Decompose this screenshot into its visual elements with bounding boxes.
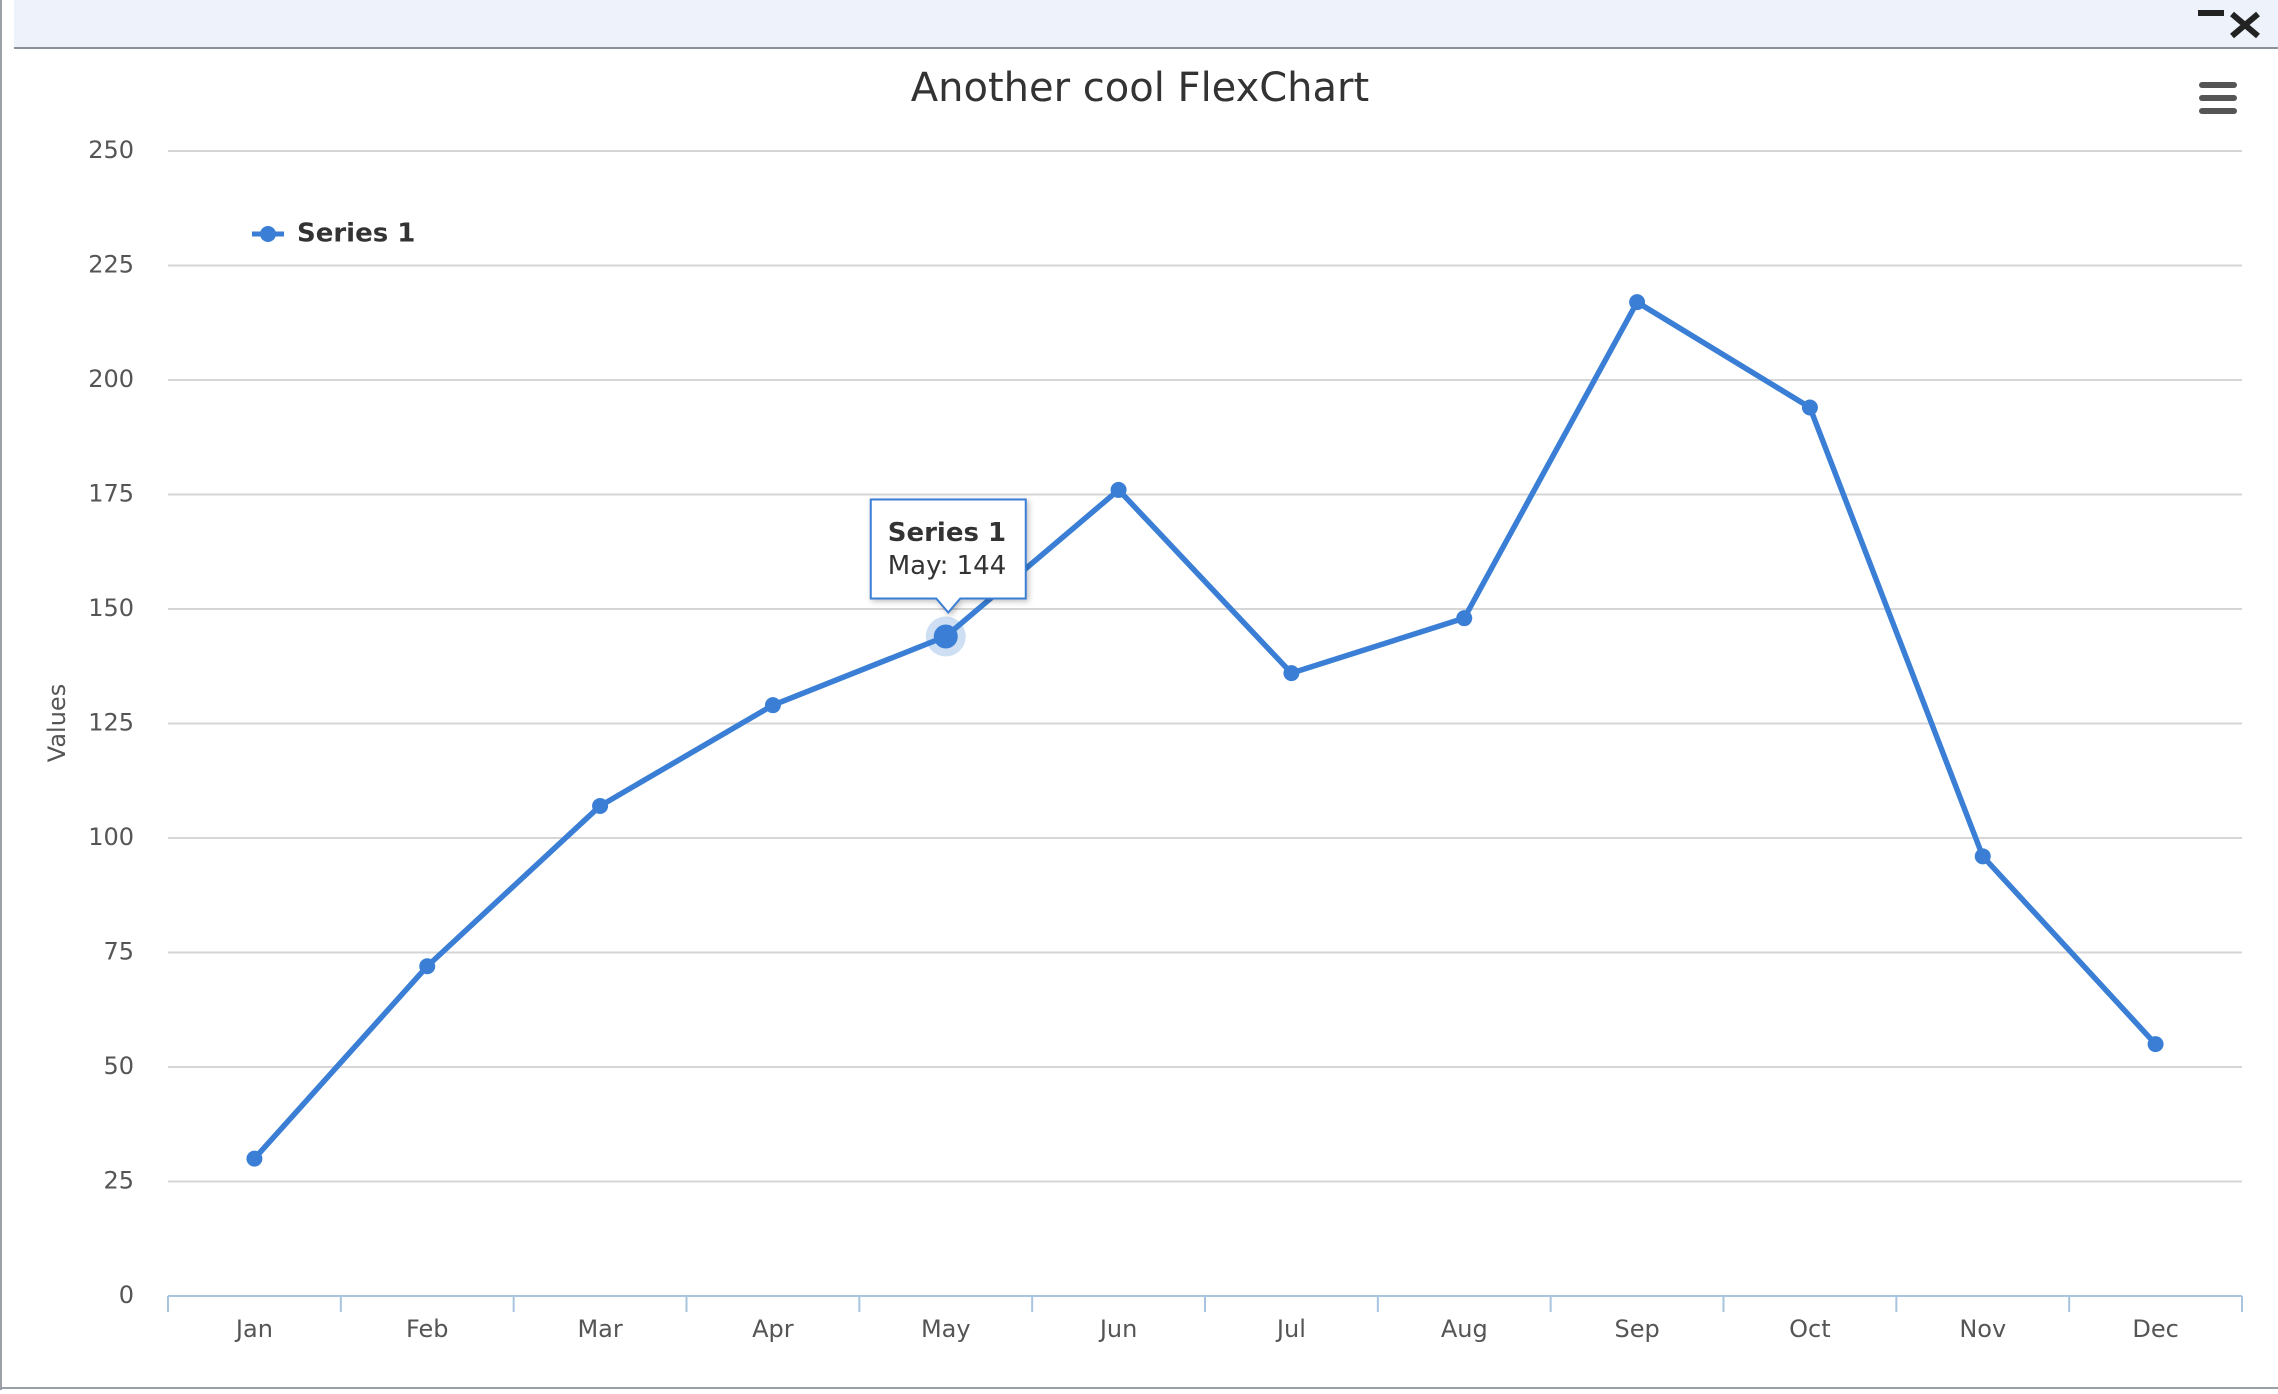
data-point	[1629, 294, 1646, 311]
chart-title: Another cool FlexChart	[911, 65, 1369, 111]
y-tick-label: 200	[88, 365, 134, 393]
data-point	[1456, 610, 1473, 627]
x-tick-label: Jun	[1098, 1315, 1138, 1343]
y-tick-label: 250	[88, 136, 134, 164]
data-point	[1974, 848, 1991, 865]
tooltip-title: Series 1	[888, 518, 1006, 548]
y-tick-label: 0	[119, 1281, 134, 1309]
plot: 0 25 50 75 100 125 150 175 200 225 250 Jan Feb Mar Apr…	[88, 136, 2243, 1343]
x-tick-label: Jan	[234, 1315, 273, 1343]
y-tick-label: 100	[88, 823, 134, 851]
tooltip-box	[869, 498, 1027, 615]
y-tick-label: 75	[103, 938, 134, 966]
menu-bar[interactable]	[2199, 95, 2237, 101]
x-tick-label: Jul	[1275, 1315, 1306, 1343]
data-point	[419, 958, 436, 975]
x-tick-label: Dec	[2132, 1315, 2178, 1343]
data-point	[1110, 481, 1127, 498]
title-bar	[14, 0, 2278, 48]
y-tick-label: 50	[103, 1052, 134, 1080]
data-point	[1801, 399, 1818, 416]
x-tick-label: Mar	[577, 1315, 622, 1343]
y-tick-label: 225	[88, 251, 134, 279]
y-tick-label: 150	[88, 594, 134, 622]
data-point	[246, 1150, 263, 1167]
minimize-button[interactable]	[2198, 10, 2224, 16]
tooltip-text: May: 144	[888, 551, 1007, 581]
x-tick-label: Apr	[752, 1315, 794, 1343]
y-tick-label: 125	[88, 709, 134, 737]
x-tick-label: Nov	[1959, 1315, 2006, 1343]
x-tick-label: Sep	[1614, 1315, 1659, 1343]
x-tick-label: May	[921, 1315, 971, 1343]
data-point	[1283, 665, 1300, 682]
data-point	[764, 697, 781, 714]
legend-swatch-dot	[260, 226, 276, 242]
series-line	[252, 299, 2158, 1161]
legend-label: Series 1	[297, 219, 415, 249]
y-axis-label: Values	[43, 684, 71, 762]
data-point	[592, 797, 609, 814]
x-tick-label: Feb	[406, 1315, 449, 1343]
menu-bar[interactable]	[2199, 82, 2237, 88]
menu-bar[interactable]	[2199, 108, 2237, 114]
x-tick-label: Aug	[1441, 1315, 1488, 1343]
hover-point	[933, 624, 958, 649]
data-point	[2147, 1036, 2164, 1053]
menu-button[interactable]	[2199, 82, 2237, 114]
close-button[interactable]	[2230, 11, 2260, 39]
x-tick-label: Oct	[1789, 1315, 1831, 1343]
y-tick-label: 25	[103, 1167, 134, 1195]
y-tick-label: 175	[88, 480, 134, 508]
